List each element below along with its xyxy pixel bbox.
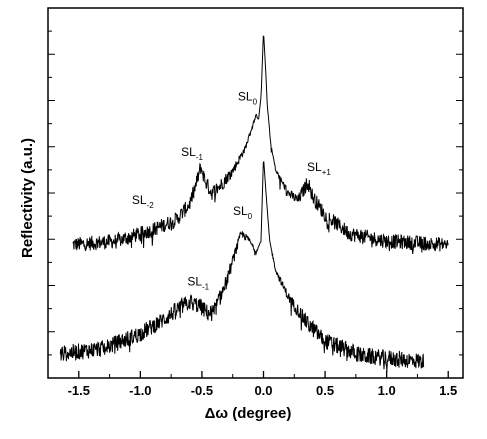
- peak-label: SL-2: [132, 193, 154, 210]
- x-tick-label: -1.0: [129, 383, 151, 398]
- axis-ticks: [48, 7, 463, 379]
- y-axis-label: Reflectivity (a.u.): [19, 138, 36, 258]
- x-tick-label: -0.5: [191, 383, 213, 398]
- x-tick-labels: -1.5 -1.0 -0.5 0.0 0.5 1.0 1.5: [68, 383, 458, 398]
- peak-label: SL+1: [307, 160, 331, 177]
- series-group: [59, 35, 449, 372]
- plot-frame: [47, 7, 464, 379]
- series-line-upper: [72, 35, 449, 254]
- x-tick-label: 1.0: [378, 383, 396, 398]
- x-tick-label: -1.5: [68, 383, 90, 398]
- peak-label: SL-1: [187, 275, 209, 292]
- peak-label: SL0: [238, 90, 258, 107]
- peak-label: SL-1: [181, 145, 203, 162]
- x-axis-label: Δω (degree): [205, 405, 292, 422]
- peak-label: SL0: [233, 204, 253, 221]
- x-tick-label: 0.5: [316, 383, 334, 398]
- x-tick-label: 1.5: [439, 383, 457, 398]
- peak-annotations: SL0 SL-1 SL-2 SL+1 SL0 SL-1: [132, 90, 331, 292]
- series-line-lower: [59, 161, 425, 372]
- x-tick-label: 0.0: [254, 383, 272, 398]
